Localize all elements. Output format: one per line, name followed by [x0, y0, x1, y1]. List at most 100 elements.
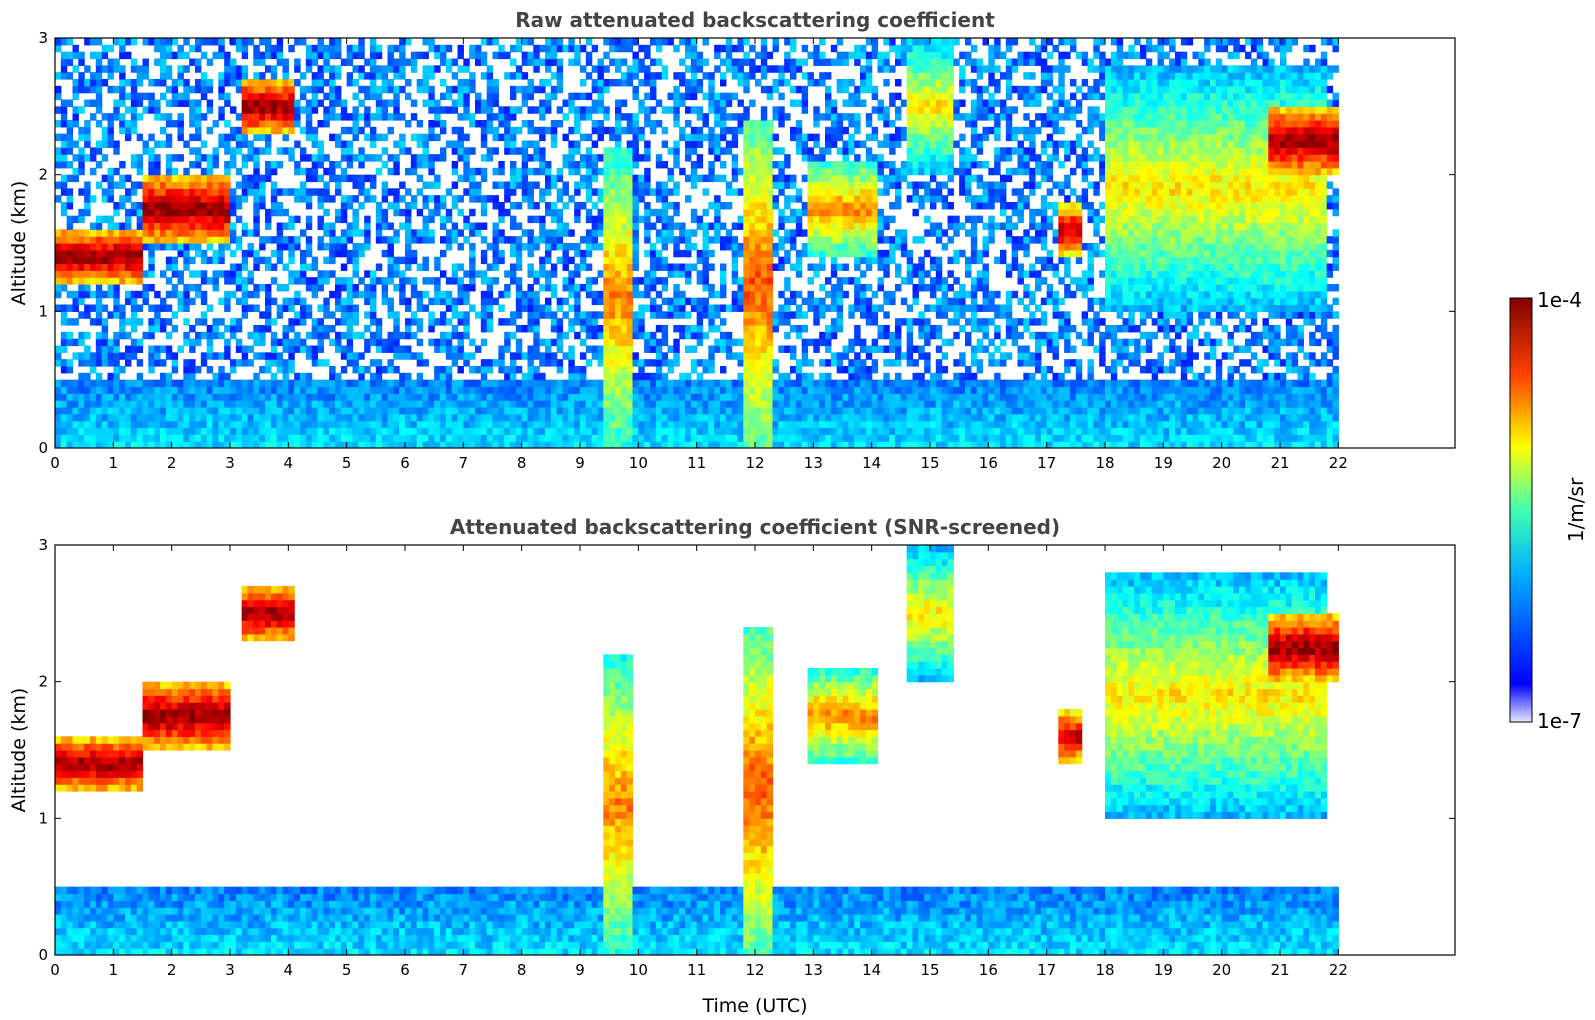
heatmap-cell — [743, 208, 750, 217]
heatmap-cell — [364, 229, 371, 237]
heatmap-cell — [755, 174, 762, 183]
heatmap-cell — [370, 44, 377, 53]
heatmap-cell — [469, 352, 476, 360]
heatmap-cell — [189, 393, 196, 401]
heatmap-cell — [591, 393, 599, 401]
heatmap-cell — [778, 167, 785, 176]
heatmap-cell — [457, 195, 464, 203]
heatmap-cell — [609, 393, 616, 401]
heatmap-cell — [469, 413, 476, 422]
heatmap-cell — [603, 243, 610, 251]
heatmap-cell — [370, 372, 377, 381]
heatmap-cell — [696, 133, 704, 142]
heatmap-cell — [405, 441, 412, 448]
heatmap-cell — [597, 420, 604, 429]
heatmap-cell — [696, 140, 704, 148]
heatmap-cell — [655, 386, 663, 394]
heatmap-cell — [177, 420, 184, 429]
heatmap-cell — [235, 270, 243, 278]
heatmap-cell — [667, 167, 674, 176]
heatmap-cell — [294, 407, 301, 415]
heatmap-cell — [504, 290, 511, 299]
heatmap-cell — [183, 297, 190, 306]
heatmap-cell — [148, 154, 155, 162]
heatmap-cell — [702, 413, 709, 422]
heatmap-cell — [72, 174, 79, 183]
heatmap-cell — [113, 208, 120, 217]
heatmap-cell — [224, 400, 231, 408]
heatmap-cell — [148, 400, 155, 408]
heatmap-cell — [224, 352, 231, 360]
heatmap-cell — [760, 113, 768, 121]
heatmap-cell — [300, 372, 307, 381]
heatmap-cell — [235, 72, 243, 80]
heatmap-cell — [335, 243, 342, 251]
heatmap-cell — [585, 38, 593, 46]
heatmap-cell — [416, 427, 424, 435]
heatmap-cell — [142, 270, 149, 278]
heatmap-cell — [743, 284, 750, 292]
heatmap-cell — [696, 338, 704, 347]
heatmap-cell — [224, 222, 231, 230]
heatmap-cell — [504, 195, 511, 203]
heatmap-cell — [335, 72, 342, 80]
heatmap-cell — [457, 297, 464, 306]
heatmap-cell — [725, 38, 733, 46]
heatmap-cell — [486, 434, 494, 442]
heatmap-cell — [387, 338, 394, 347]
heatmap-cell — [60, 338, 68, 347]
heatmap-cell — [644, 338, 651, 347]
heatmap-cell — [66, 359, 74, 367]
heatmap-cell — [177, 297, 184, 306]
heatmap-cell — [679, 133, 686, 142]
heatmap-cell — [160, 72, 167, 80]
heatmap-cell — [270, 379, 278, 388]
heatmap-cell — [615, 154, 622, 162]
heatmap-cell — [78, 331, 85, 340]
heatmap-cell — [171, 202, 179, 210]
heatmap-cell — [329, 256, 336, 265]
heatmap-cell — [620, 372, 628, 381]
heatmap-cell — [585, 249, 593, 258]
heatmap-cell — [638, 133, 645, 142]
heatmap-cell — [136, 161, 144, 169]
heatmap-cell — [486, 386, 494, 394]
heatmap-cell — [346, 229, 354, 237]
heatmap-cell — [130, 120, 138, 128]
heatmap-cell — [609, 441, 616, 448]
heatmap-cell — [66, 72, 74, 80]
heatmap-cell — [521, 72, 529, 80]
heatmap-cell — [84, 229, 91, 237]
heatmap-cell — [323, 222, 330, 230]
heatmap-cell — [335, 372, 342, 381]
heatmap-cell — [416, 400, 424, 408]
heatmap-cell — [154, 236, 161, 244]
heatmap-cell — [78, 359, 85, 367]
heatmap-cell — [673, 352, 680, 360]
heatmap-cell — [60, 277, 68, 285]
heatmap-cell — [568, 106, 575, 114]
heatmap-cell — [428, 126, 435, 135]
heatmap-cell — [457, 133, 464, 142]
heatmap-cell — [749, 270, 756, 278]
heatmap-cell — [136, 379, 144, 388]
heatmap-cell — [428, 386, 435, 394]
heatmap-cell — [72, 256, 79, 265]
heatmap-cell — [276, 338, 284, 347]
heatmap-cell — [90, 379, 97, 388]
heatmap-cell — [597, 359, 604, 367]
heatmap-cell — [720, 304, 727, 312]
heatmap-cell — [265, 427, 272, 435]
heatmap-cell — [95, 379, 103, 388]
heatmap-cell — [130, 277, 138, 285]
heatmap-cell — [247, 393, 254, 401]
heatmap-cell — [655, 366, 663, 374]
heatmap-cell — [778, 393, 785, 401]
heatmap-cell — [772, 229, 779, 237]
heatmap-cell — [323, 243, 330, 251]
heatmap-cell — [370, 277, 377, 285]
heatmap-cell — [101, 427, 109, 435]
heatmap-cell — [323, 434, 330, 442]
heatmap-cell — [253, 113, 260, 121]
heatmap-cell — [130, 297, 138, 306]
